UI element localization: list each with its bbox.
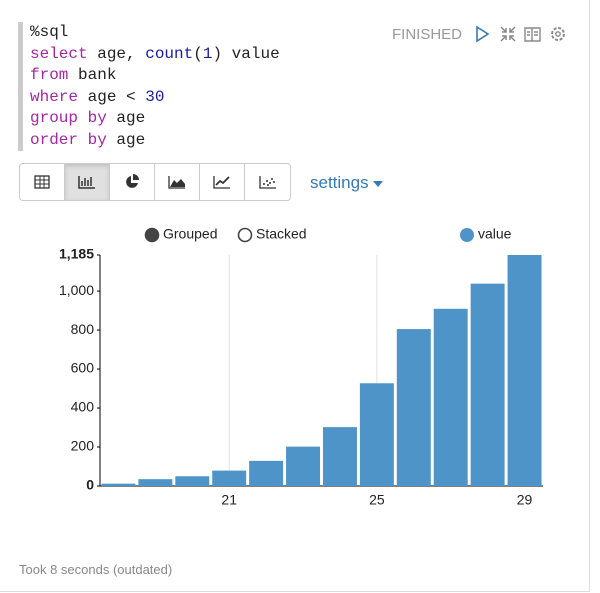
code-line: where age < 30	[30, 87, 280, 109]
bar-chart-button[interactable]	[65, 164, 110, 200]
mode-option[interactable]: Stacked	[237, 226, 307, 243]
area-chart-button[interactable]	[155, 164, 200, 200]
y-tick-label: 1,185	[59, 246, 94, 262]
code-token: bank	[68, 66, 117, 84]
x-tick-label: 25	[369, 492, 385, 508]
bar	[322, 427, 357, 486]
code-token: (	[193, 44, 203, 63]
bar	[286, 446, 321, 486]
mode-radio	[144, 227, 160, 243]
code-editor[interactable]: %sql select age, count(1) value from ban…	[18, 22, 280, 151]
y-tick-label: 200	[71, 438, 95, 454]
y-tick-label: 600	[71, 360, 95, 376]
bar	[507, 255, 542, 486]
bar	[249, 460, 284, 486]
code-token: count	[145, 44, 194, 63]
line-chart-button[interactable]	[200, 164, 245, 200]
run-button[interactable]	[476, 25, 490, 43]
icon	[78, 176, 95, 189]
scatter-chart-button[interactable]	[245, 164, 290, 200]
bar	[138, 479, 173, 486]
code-token: age	[106, 130, 146, 149]
x-tick-label: 29	[517, 492, 533, 508]
code-token: age	[106, 109, 146, 127]
code-token: ) value	[212, 44, 280, 63]
code-token: order by	[30, 130, 107, 149]
code-line: group by age	[30, 108, 280, 130]
icon	[258, 176, 276, 189]
code-line: from bank	[30, 65, 280, 87]
bar	[433, 308, 468, 486]
icon	[126, 174, 139, 188]
icon	[213, 176, 230, 189]
bar	[359, 383, 394, 486]
icon	[168, 176, 185, 189]
code-token: from	[30, 66, 69, 84]
code-token: %sql	[30, 23, 69, 41]
paragraph-actions	[476, 25, 565, 43]
chart: Grouped Stacked value 0 200 400 600 800 1,000 1,1…	[59, 226, 543, 508]
y-tick-label: 800	[71, 321, 95, 337]
code-token: group by	[30, 109, 107, 127]
y-tick-label: 0	[86, 477, 94, 493]
settings-toggle[interactable]: settings	[310, 173, 384, 193]
bar	[212, 470, 247, 486]
caret	[373, 181, 384, 187]
code-token: 1	[202, 44, 213, 63]
icon	[34, 175, 50, 189]
settings-gear[interactable]	[551, 27, 565, 41]
code-token: 30	[145, 87, 165, 106]
y-tick-label: 400	[71, 399, 95, 415]
table-button[interactable]	[20, 164, 65, 200]
y-tick-label: 1,000	[59, 282, 94, 298]
pie-chart-button[interactable]	[110, 164, 155, 200]
book-button[interactable]	[524, 27, 541, 42]
code-line: order by age	[30, 130, 280, 152]
settings-label: settings	[310, 173, 369, 192]
x-tick-label: 21	[221, 492, 237, 508]
mode-option[interactable]: Grouped	[144, 226, 218, 243]
bar	[396, 329, 431, 486]
code-line: select age, count(1) value	[30, 44, 280, 66]
collapse-button[interactable]	[500, 26, 516, 42]
legend-swatch	[460, 228, 474, 242]
legend-label: value	[478, 226, 512, 242]
bar	[175, 476, 210, 486]
mode-radio	[237, 227, 253, 243]
code-token: where	[30, 87, 79, 106]
bar	[101, 483, 136, 486]
code-line: %sql	[30, 22, 280, 44]
footer: Took 8 seconds (outdated)	[19, 562, 173, 577]
code-token: age,	[87, 44, 146, 63]
bar	[470, 283, 505, 486]
mode-label: Grouped	[163, 226, 217, 242]
status: FINISHED	[392, 26, 463, 43]
code-token: age <	[78, 87, 146, 106]
code-token: select	[30, 44, 88, 63]
mode-label: Stacked	[256, 226, 307, 242]
chart-toolbar	[19, 163, 291, 201]
